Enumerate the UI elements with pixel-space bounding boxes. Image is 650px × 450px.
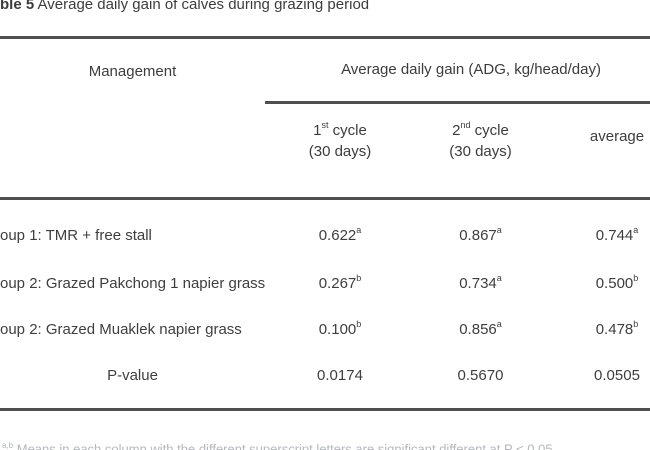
subheader-average: average	[548, 126, 650, 147]
row-label-group1: oup 1: TMR + free stall	[0, 227, 152, 244]
cell-superscript: b	[633, 319, 639, 329]
cell-value: 0.5670	[457, 367, 504, 384]
cell-value: 0.100	[318, 321, 357, 338]
cell-value: 0.622	[318, 227, 357, 244]
column-header-management: Management	[88, 63, 177, 80]
cell-group1-average: 0.744a	[548, 226, 650, 246]
table-caption-number: ble 5	[0, 0, 35, 13]
cell-value: 0.267	[318, 275, 357, 292]
table-footnote: a,b Means in each column with the differ…	[2, 438, 553, 450]
subheader-cycle-2-days: (30 days)	[449, 143, 512, 160]
cell-superscript: b	[356, 319, 362, 329]
spanner-rule	[265, 101, 650, 104]
subheader-cycle-1-ordinal: st	[321, 120, 329, 130]
cell-superscript: a	[496, 273, 502, 283]
footnote-superscript: a,b	[2, 441, 14, 450]
table-caption-text: Average daily gain of calves during graz…	[34, 0, 370, 13]
cell-value: 0.500	[595, 275, 634, 292]
cell-value: 0.0174	[317, 367, 363, 384]
cell-superscript: a	[496, 319, 502, 329]
subheader-average-label: average	[589, 128, 645, 145]
cell-pakchong-average: 0.500b	[548, 274, 650, 294]
cell-value: 0.734	[459, 275, 497, 292]
subheader-cycle-1-word: cycle	[328, 122, 367, 139]
cell-superscript: b	[356, 273, 362, 283]
table-row: P-value 0.0174 0.5670 0.0505	[0, 366, 650, 386]
subheader-cycle-1: 1st cycle (30 days)	[265, 120, 415, 162]
subheader-cycle-1-line1: 1st cycle	[265, 120, 415, 141]
footnote-text: Means in each column with the different …	[13, 441, 553, 450]
table-top-rule	[0, 36, 650, 39]
cell-value: 0.744	[595, 227, 634, 244]
cell-superscript: a	[356, 225, 362, 235]
cell-pvalue-average: 0.0505	[548, 366, 650, 386]
column-header-adg-spanner: Average daily gain (ADG, kg/head/day)	[341, 61, 601, 78]
table-bottom-rule	[0, 408, 650, 411]
row-label-group2-pakchong: oup 2: Grazed Pakchong 1 napier grass	[0, 275, 266, 292]
cell-value: 0.0505	[594, 367, 640, 384]
cell-superscript: a	[633, 225, 639, 235]
subheader-cycle-2-word: cycle	[470, 122, 509, 139]
cell-pakchong-cycle2: 0.734a	[413, 274, 548, 294]
table-caption: ble 5 Average daily gain of calves durin…	[0, 0, 369, 13]
table-row: oup 2: Grazed Muaklek napier grass 0.100…	[0, 320, 650, 340]
subheader-cycle-2-num: 2	[452, 122, 461, 139]
table-row: oup 1: TMR + free stall 0.622a 0.867a 0.…	[0, 226, 650, 246]
cell-pakchong-cycle1: 0.267b	[265, 274, 415, 294]
cell-superscript: b	[633, 273, 639, 283]
cell-value: 0.867	[459, 227, 497, 244]
row-label-group2-muaklek: oup 2: Grazed Muaklek napier grass	[0, 321, 242, 338]
cell-group1-cycle1: 0.622a	[265, 226, 415, 246]
cell-pvalue-cycle2: 0.5670	[413, 366, 548, 386]
cell-value: 0.478	[595, 321, 634, 338]
cell-muaklek-cycle1: 0.100b	[265, 320, 415, 340]
cell-pvalue-cycle1: 0.0174	[265, 366, 415, 386]
subheader-cycle-2: 2nd cycle (30 days)	[413, 120, 548, 162]
cell-superscript: a	[496, 225, 502, 235]
subheader-cycle-1-num: 1	[313, 122, 322, 139]
table-row: oup 2: Grazed Pakchong 1 napier grass 0.…	[0, 274, 650, 294]
cell-value: 0.856	[459, 321, 497, 338]
header-body-rule	[0, 197, 650, 200]
cell-muaklek-cycle2: 0.856a	[413, 320, 548, 340]
subheader-cycle-2-ordinal: nd	[460, 120, 471, 130]
cell-muaklek-average: 0.478b	[548, 320, 650, 340]
subheader-cycle-2-line1: 2nd cycle	[413, 120, 548, 141]
subheader-cycle-1-days: (30 days)	[308, 143, 372, 160]
cell-group1-cycle2: 0.867a	[413, 226, 548, 246]
row-label-pvalue: P-value	[107, 367, 158, 384]
